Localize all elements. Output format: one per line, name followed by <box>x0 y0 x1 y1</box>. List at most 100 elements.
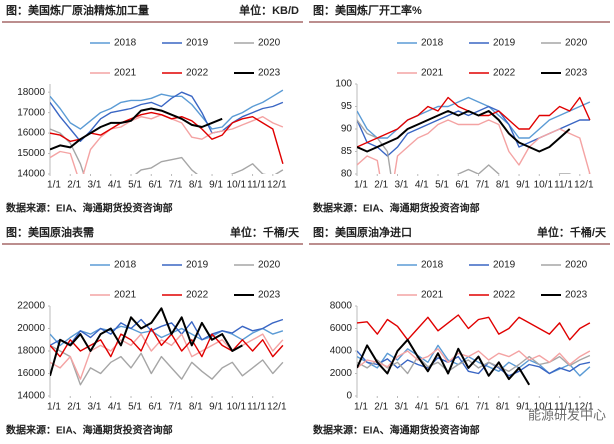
y-tick-label: 16000 <box>17 128 45 139</box>
legend-label: 2018 <box>114 260 137 271</box>
x-tick-label: 7/1 <box>169 402 183 413</box>
legend-label: 2018 <box>421 38 444 49</box>
y-tick-label: 85 <box>341 146 353 157</box>
x-tick-label: 8/1 <box>189 180 203 191</box>
x-tick-label: 3/1 <box>395 402 409 413</box>
y-tick-label: 20000 <box>17 323 45 334</box>
series-line <box>50 89 284 130</box>
legend-label: 2018 <box>114 38 137 49</box>
panel-unit: 单位：千桶/天 <box>230 225 300 239</box>
panel-title: 图：美国炼厂开工率% <box>313 3 422 17</box>
x-tick-label: 1/1 <box>354 180 368 191</box>
x-tick-label: 3/1 <box>88 180 102 191</box>
x-tick-label: 7/1 <box>476 402 490 413</box>
x-tick-label: 6/1 <box>455 180 469 191</box>
y-tick-label: 14000 <box>17 391 45 402</box>
x-tick-label: 9/1 <box>209 180 223 191</box>
legend-label: 2020 <box>258 38 281 49</box>
y-tick-label: 95 <box>341 101 353 112</box>
x-tick-label: 8/1 <box>496 180 510 191</box>
series-line <box>50 307 243 377</box>
x-tick-label: 2/1 <box>67 180 81 191</box>
series-line <box>50 333 284 380</box>
panel-title: 图：美国原油表需 <box>6 225 94 239</box>
series-line <box>357 119 591 174</box>
series-line <box>357 314 591 341</box>
source-note: 数据来源：EIA、海通期货投资咨询部 <box>6 202 173 215</box>
legend-label: 2021 <box>421 290 444 301</box>
x-tick-label: 4/1 <box>108 180 122 191</box>
panel-unit: 单位：千桶/天 <box>537 225 607 239</box>
x-tick-label: 5/1 <box>128 402 142 413</box>
y-tick-label: 2000 <box>330 368 353 379</box>
y-tick-label: 18000 <box>17 87 45 98</box>
y-tick-label: 15000 <box>17 148 45 159</box>
x-tick-label: 4/1 <box>415 402 429 413</box>
legend-label: 2023 <box>565 68 588 79</box>
y-tick-label: 4000 <box>330 346 353 357</box>
x-tick-label: 5/1 <box>128 180 142 191</box>
x-tick-label: 10/1 <box>534 402 554 413</box>
series-line <box>50 325 284 347</box>
series-line <box>50 344 284 386</box>
legend-label: 2019 <box>493 38 516 49</box>
x-tick-label: 11/1 <box>554 180 573 191</box>
series-line <box>50 91 284 142</box>
x-tick-label: 4/1 <box>108 402 122 413</box>
legend-label: 2018 <box>421 260 444 271</box>
x-tick-label: 10/1 <box>227 402 247 413</box>
legend-label: 2022 <box>493 68 516 79</box>
y-tick-label: 90 <box>341 124 353 135</box>
series-line <box>50 107 223 151</box>
series-line <box>50 318 284 347</box>
x-tick-label: 6/1 <box>148 180 162 191</box>
x-tick-label: 5/1 <box>435 402 449 413</box>
x-tick-label: 6/1 <box>455 402 469 413</box>
x-tick-label: 7/1 <box>476 180 490 191</box>
source-note: 数据来源：EIA、海通期货投资咨询部 <box>313 202 480 215</box>
x-tick-label: 9/1 <box>516 402 530 413</box>
series-line <box>357 338 531 386</box>
y-tick-label: 17000 <box>17 107 45 118</box>
y-tick-label: 14000 <box>17 169 45 180</box>
y-tick-label: 80 <box>341 169 353 180</box>
x-tick-label: 9/1 <box>209 402 223 413</box>
legend-label: 2022 <box>186 68 209 79</box>
x-tick-label: 5/1 <box>435 180 449 191</box>
series-line <box>357 110 571 153</box>
x-tick-label: 9/1 <box>516 180 530 191</box>
series-line <box>50 111 284 164</box>
x-tick-label: 11/1 <box>247 180 266 191</box>
panel: 图：美国原油表需 单位：千桶/天 14000 16000 18000 20000 22000… <box>2 225 303 437</box>
legend-label: 2020 <box>258 260 281 271</box>
panel: 图：美国炼厂原油精炼加工量 单位：KB/D 14000 15000 16000 17000… <box>2 3 303 215</box>
plot-lines <box>50 307 284 386</box>
plot-lines <box>357 314 591 386</box>
legend-label: 2022 <box>186 290 209 301</box>
x-tick-label: 12/1 <box>267 180 287 191</box>
plot-lines <box>50 89 284 174</box>
legend-label: 2020 <box>565 260 588 271</box>
x-tick-label: 8/1 <box>189 402 203 413</box>
legend-label: 2021 <box>421 68 444 79</box>
y-tick-label: 100 <box>335 79 352 90</box>
x-tick-label: 2/1 <box>374 180 388 191</box>
x-tick-label: 8/1 <box>496 402 510 413</box>
legend-label: 2023 <box>565 290 588 301</box>
legend-label: 2020 <box>565 38 588 49</box>
x-tick-label: 3/1 <box>395 180 409 191</box>
x-tick-label: 10/1 <box>227 180 247 191</box>
legend-label: 2019 <box>186 38 209 49</box>
source-note: 数据来源：EIA、海通期货投资咨询部 <box>6 424 173 437</box>
x-tick-label: 10/1 <box>534 180 554 191</box>
x-tick-label: 12/1 <box>574 402 594 413</box>
x-tick-label: 12/1 <box>574 180 594 191</box>
x-tick-label: 11/1 <box>247 402 266 413</box>
x-tick-label: 12/1 <box>267 402 287 413</box>
y-tick-label: 18000 <box>17 346 45 357</box>
x-tick-label: 11/1 <box>554 402 573 413</box>
y-tick-label: 0 <box>346 391 352 402</box>
series-line <box>50 128 284 174</box>
panel-title: 图：美国炼厂原油精炼加工量 <box>6 3 149 17</box>
